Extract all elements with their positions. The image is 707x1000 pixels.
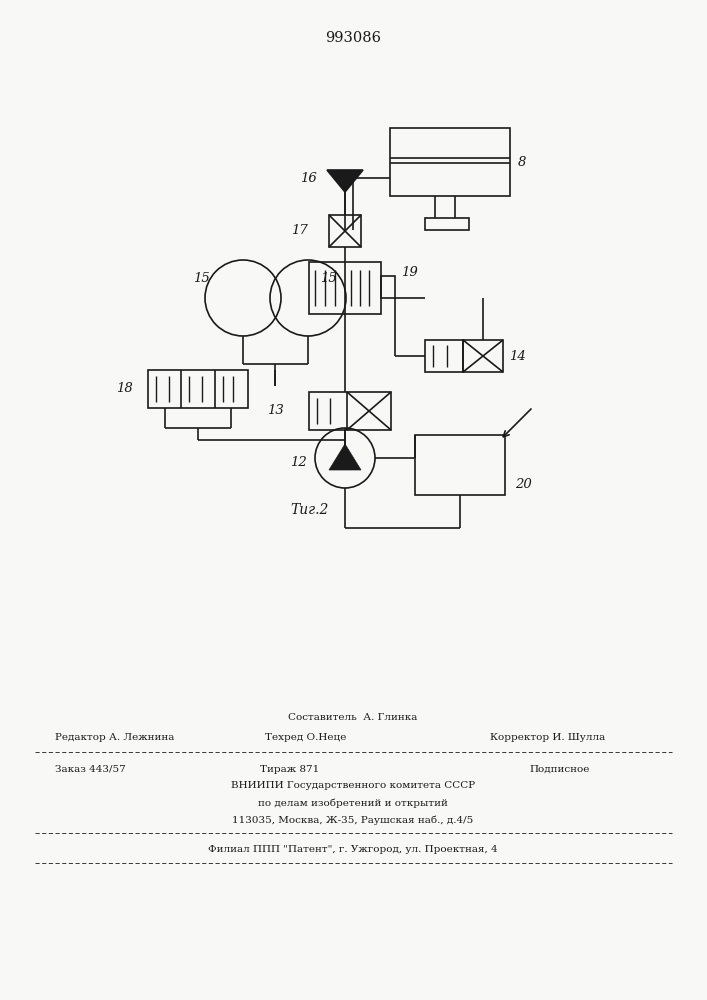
Text: Подписное: Подписное [530,764,590,774]
Bar [309,392,391,430]
Text: 15: 15 [320,271,337,284]
Bar [148,370,248,408]
Text: 17: 17 [291,225,308,237]
Text: 18: 18 [116,382,133,395]
Text: по делам изобретений и открытий: по делам изобретений и открытий [258,798,448,808]
Text: 20: 20 [515,479,532,491]
Text: Заказ 443/57: Заказ 443/57 [55,764,126,774]
Bar [329,215,361,247]
Text: Техред О.Неце: Техред О.Неце [265,734,346,742]
Bar [415,435,505,495]
Text: 16: 16 [300,172,317,184]
Bar [425,340,463,372]
Text: Τиг.2: Τиг.2 [291,503,329,517]
Bar [381,276,395,298]
Text: Составитель  А. Глинка: Составитель А. Глинка [288,714,418,722]
Polygon shape [329,444,361,470]
Bar [463,340,503,372]
Text: Корректор И. Шулла: Корректор И. Шулла [490,734,605,742]
Text: ВНИИПИ Государственного комитета СССР: ВНИИПИ Государственного комитета СССР [231,782,475,790]
Text: Редактор А. Лежнина: Редактор А. Лежнина [55,734,175,742]
Bar [309,262,381,314]
Text: Филиал ППП "Патент", г. Ужгород, ул. Проектная, 4: Филиал ППП "Патент", г. Ужгород, ул. Про… [208,846,498,854]
Text: 8: 8 [518,155,527,168]
Text: 15: 15 [193,271,210,284]
Text: 14: 14 [509,350,526,362]
Text: 12: 12 [290,456,307,470]
Text: Тираж 871: Тираж 871 [260,764,320,774]
Text: 19: 19 [401,265,418,278]
Bar [425,218,469,230]
Text: 993086: 993086 [325,31,381,45]
Bar [390,128,510,196]
Text: 13: 13 [267,404,284,418]
Polygon shape [327,170,363,192]
Text: 113035, Москва, Ж-35, Раушская наб., д.4/5: 113035, Москва, Ж-35, Раушская наб., д.4… [233,815,474,825]
